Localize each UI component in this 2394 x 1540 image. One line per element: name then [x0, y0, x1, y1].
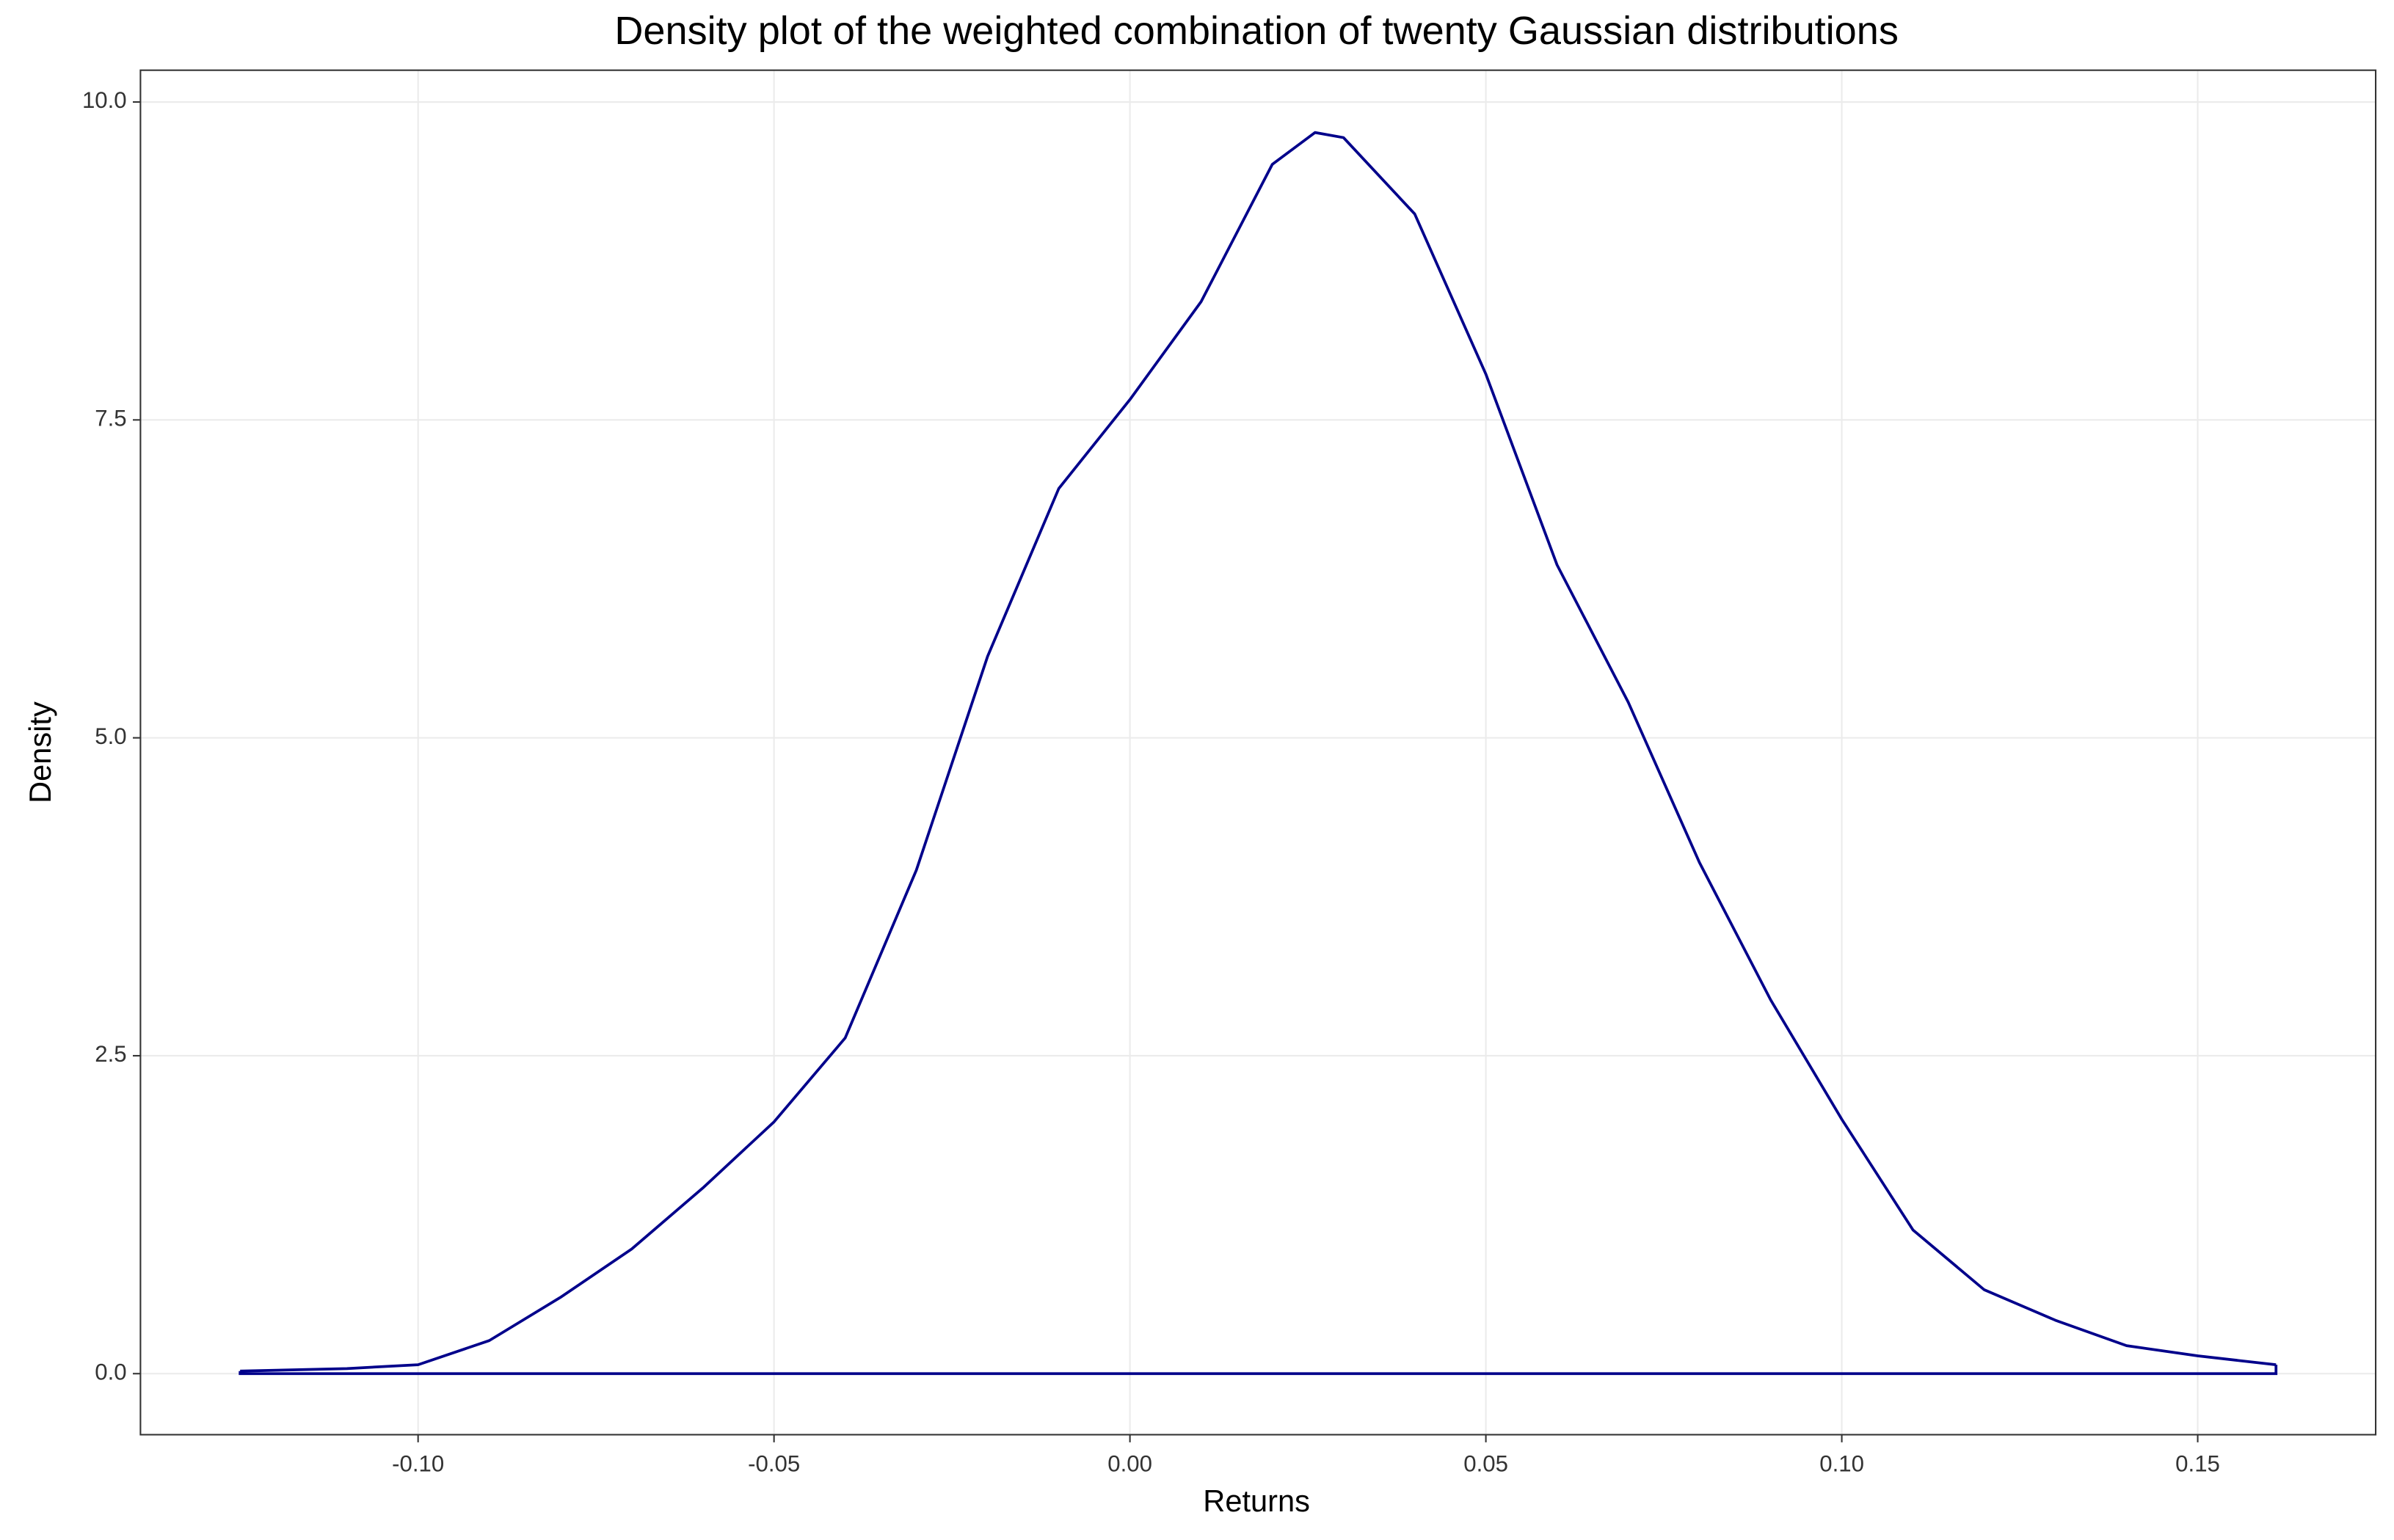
chart-title: Density plot of the weighted combination…: [614, 9, 1899, 53]
panel-border: [139, 69, 2377, 1436]
y-tick-label: 2.5: [95, 1041, 126, 1067]
y-tick-label: 0.0: [95, 1360, 126, 1385]
x-tick-label: -0.10: [392, 1450, 444, 1476]
density-outline-base: [239, 1365, 2278, 1376]
y-axis-title: Density: [23, 701, 57, 803]
y-tick-label: 5.0: [95, 723, 126, 749]
x-tick-label: 0.15: [2175, 1450, 2220, 1476]
x-tick-label: 0.00: [1107, 1450, 1152, 1476]
marks: [239, 131, 2278, 1376]
x-tick-label: 0.05: [1463, 1450, 1508, 1476]
x-tick-label: 0.10: [1819, 1450, 1864, 1476]
grid: [140, 70, 2376, 1435]
y-tick-label: 10.0: [82, 87, 127, 113]
x-axis-title: Returns: [1203, 1484, 1310, 1518]
y-tick-label: 7.5: [95, 406, 126, 431]
axes: 0.0 2.5 5.0 7.5 10.0 -0.10 -0.05 0.00 0.05 0.10 0.…: [82, 87, 2220, 1476]
x-tick-label: -0.05: [748, 1450, 800, 1476]
density-line: [240, 131, 2277, 1373]
